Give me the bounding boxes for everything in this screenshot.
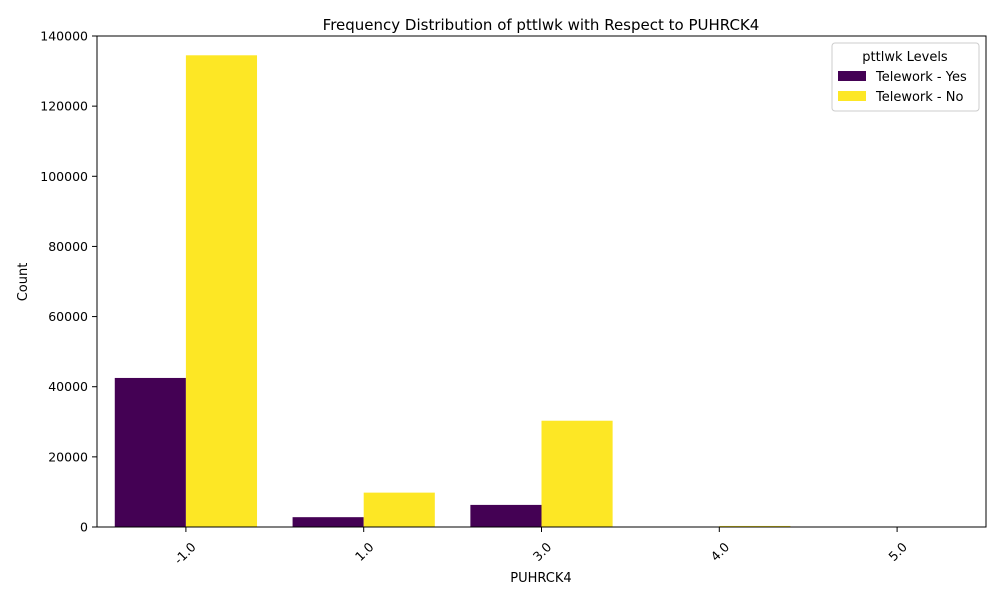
legend-title: pttlwk Levels xyxy=(862,50,948,65)
bar-no-1 xyxy=(363,492,435,527)
x-axis-label: PUHRCK4 xyxy=(510,571,571,586)
bar-yes-0 xyxy=(114,377,186,527)
bar-yes-2 xyxy=(470,504,542,527)
bar-no-2 xyxy=(541,420,613,527)
legend-label-yes: Telework - Yes xyxy=(875,70,967,85)
bar-yes-1 xyxy=(292,517,364,527)
y-tick-label: 100000 xyxy=(40,169,88,184)
chart-title: Frequency Distribution of pttlwk with Re… xyxy=(323,16,760,34)
x-tick-label: 1.0 xyxy=(352,539,377,564)
plot-frame xyxy=(96,35,987,528)
y-tick-label: 0 xyxy=(80,520,88,535)
x-tick-label: -1.0 xyxy=(171,539,199,567)
x-tick-label: 3.0 xyxy=(530,539,555,564)
legend: pttlwk Levels Telework - Yes Telework - … xyxy=(831,42,980,112)
y-tick-label: 40000 xyxy=(48,379,88,394)
bar-no-3 xyxy=(719,525,791,527)
x-tick-label: 4.0 xyxy=(708,539,733,564)
bar-no-0 xyxy=(185,55,258,527)
bars xyxy=(114,55,791,527)
legend-box xyxy=(831,42,980,112)
x-tick-label: 5.0 xyxy=(885,539,910,564)
x-axis: -1.0 1.0 3.0 4.0 5.0 xyxy=(171,527,910,567)
legend-label-no: Telework - No xyxy=(875,90,963,105)
y-tick-label: 60000 xyxy=(48,309,88,324)
y-tick-label: 80000 xyxy=(48,239,88,254)
y-tick-label: 140000 xyxy=(40,29,88,44)
y-tick-label: 20000 xyxy=(48,449,88,464)
legend-swatch-yes xyxy=(838,71,866,81)
legend-swatch-no xyxy=(838,91,866,101)
y-tick-label: 120000 xyxy=(40,99,88,114)
y-axis-label: Count xyxy=(16,263,31,302)
y-axis: 0 20000 40000 60000 80000 100000 120000 140000 xyxy=(40,29,97,535)
